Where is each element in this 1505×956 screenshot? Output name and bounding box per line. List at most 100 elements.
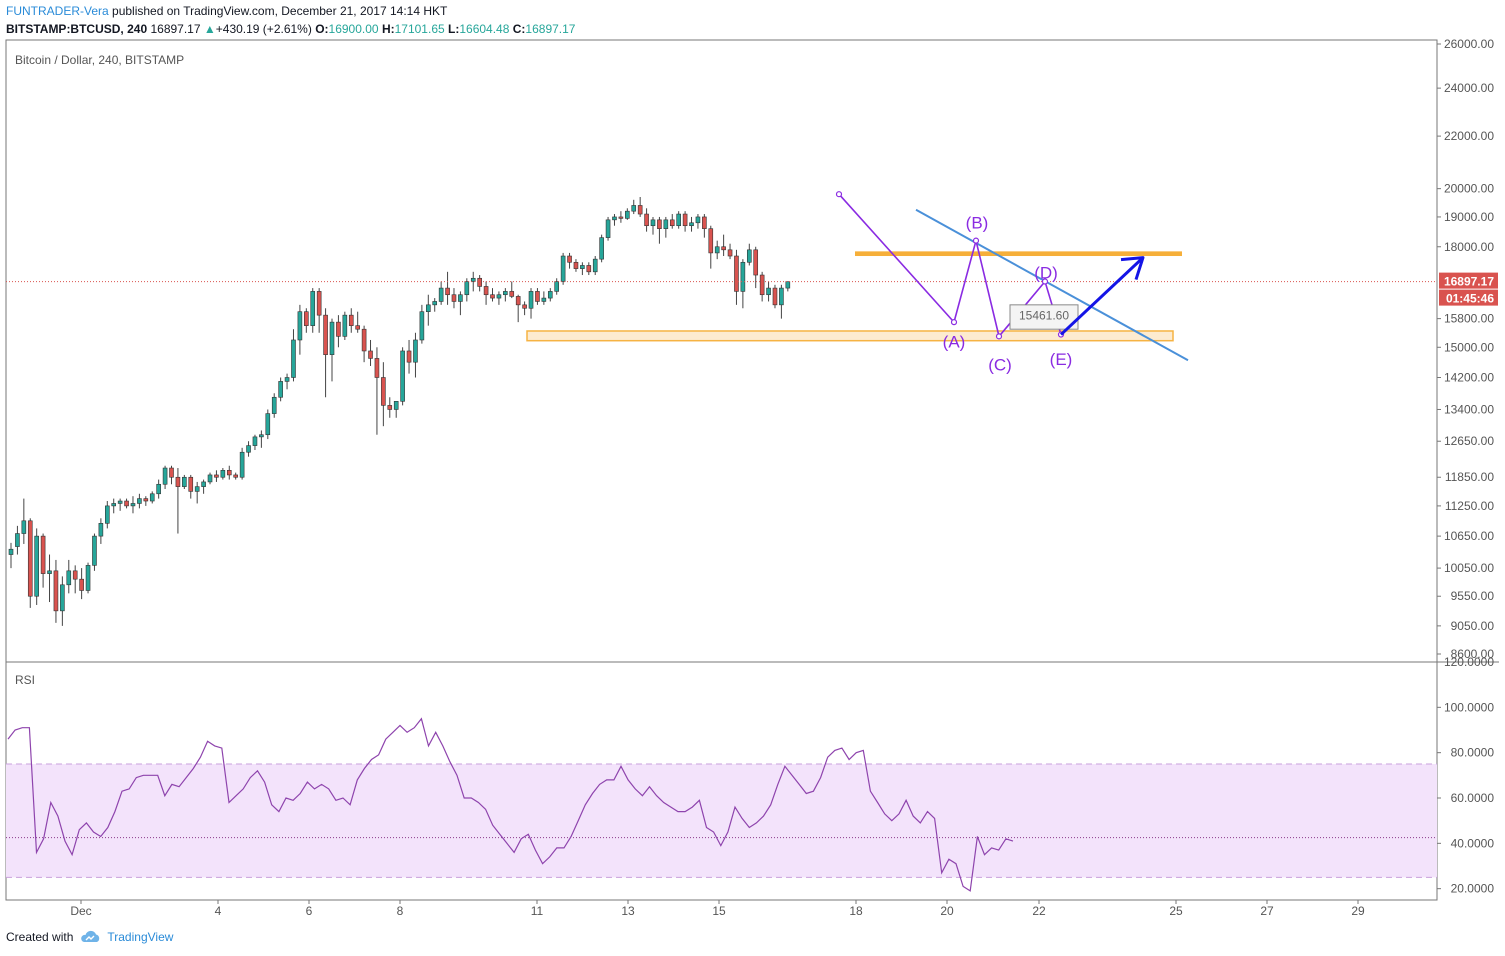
candle[interactable] (214, 474, 219, 478)
resistance-zone[interactable] (855, 251, 1182, 257)
candle[interactable] (323, 314, 328, 355)
candle[interactable] (361, 328, 367, 352)
candle[interactable] (637, 205, 643, 215)
candle[interactable] (105, 505, 110, 524)
candle[interactable] (271, 396, 277, 414)
candle[interactable] (740, 261, 746, 292)
candle[interactable] (541, 297, 547, 302)
candle[interactable] (746, 249, 752, 263)
candle[interactable] (464, 281, 470, 296)
candle[interactable] (592, 258, 598, 273)
candle[interactable] (721, 246, 726, 251)
candle[interactable] (60, 584, 65, 612)
wave-point[interactable] (1041, 278, 1049, 285)
candle[interactable] (368, 350, 373, 359)
candle[interactable] (727, 249, 733, 257)
candle[interactable] (785, 281, 791, 289)
candle[interactable] (528, 291, 534, 309)
candle[interactable] (316, 291, 322, 316)
candle[interactable] (98, 523, 104, 537)
candle[interactable] (490, 294, 495, 299)
candle[interactable] (631, 205, 637, 212)
candle[interactable] (265, 413, 271, 436)
candle[interactable] (27, 520, 33, 597)
candle[interactable] (599, 237, 604, 260)
rsi-line[interactable] (7, 717, 1014, 892)
candle[interactable] (708, 228, 714, 254)
candle[interactable] (259, 434, 264, 438)
candle[interactable] (348, 314, 354, 326)
candle[interactable] (779, 287, 784, 306)
candle[interactable] (580, 265, 585, 269)
candle[interactable] (432, 301, 438, 306)
candle[interactable] (182, 476, 187, 487)
candle[interactable] (381, 377, 386, 406)
candle[interactable] (92, 535, 97, 566)
candle[interactable] (657, 219, 662, 229)
candle[interactable] (8, 548, 14, 555)
candle[interactable] (625, 210, 630, 219)
candle[interactable] (111, 503, 117, 507)
candle[interactable] (188, 476, 194, 492)
candle[interactable] (310, 291, 316, 326)
elliott-wave-path[interactable] (838, 193, 1062, 339)
wave-point[interactable] (835, 191, 843, 198)
candle[interactable] (445, 287, 450, 296)
candle[interactable] (650, 219, 656, 227)
candle[interactable] (15, 533, 20, 547)
candle[interactable] (766, 287, 771, 296)
candle[interactable] (355, 325, 360, 330)
candle[interactable] (451, 294, 457, 302)
candle[interactable] (483, 286, 489, 296)
candle[interactable] (278, 381, 283, 398)
candle[interactable] (252, 436, 258, 446)
candle[interactable] (419, 311, 425, 341)
candle[interactable] (605, 219, 611, 238)
candle[interactable] (470, 277, 476, 282)
candle[interactable] (53, 570, 59, 612)
candle[interactable] (535, 291, 540, 302)
candle[interactable] (496, 294, 502, 299)
candle[interactable] (85, 565, 91, 591)
candle[interactable] (246, 445, 251, 453)
candle[interactable] (374, 358, 380, 378)
trend-line[interactable] (915, 208, 1189, 362)
candle[interactable] (663, 219, 669, 229)
candle[interactable] (124, 500, 129, 507)
candle[interactable] (66, 570, 72, 586)
candle[interactable] (406, 350, 412, 363)
candle[interactable] (644, 213, 649, 227)
candle[interactable] (117, 500, 123, 504)
candle[interactable] (194, 486, 200, 492)
author-link[interactable]: FUNTRADER-Vera (6, 4, 109, 18)
candle[interactable] (329, 321, 335, 355)
candle[interactable] (284, 377, 290, 382)
support-zone[interactable] (526, 330, 1174, 342)
candle[interactable] (573, 261, 579, 269)
candle[interactable] (503, 291, 508, 296)
candle[interactable] (72, 570, 78, 580)
candle[interactable] (21, 520, 27, 534)
candle[interactable] (702, 216, 707, 229)
wave-point[interactable] (950, 319, 958, 326)
candle[interactable] (336, 321, 341, 337)
candle[interactable] (425, 304, 431, 312)
candle[interactable] (477, 277, 482, 287)
candle[interactable] (175, 476, 181, 487)
candle[interactable] (567, 255, 572, 263)
wave-point[interactable] (972, 237, 980, 244)
candle[interactable] (137, 498, 142, 504)
candle[interactable] (560, 255, 566, 282)
wave-point[interactable] (995, 333, 1003, 340)
candle[interactable] (169, 467, 174, 478)
candle[interactable] (233, 474, 238, 478)
candle[interactable] (759, 274, 765, 296)
candle[interactable] (689, 222, 694, 227)
candle[interactable] (515, 296, 521, 306)
candle[interactable] (220, 470, 226, 478)
candle[interactable] (586, 265, 592, 273)
candle[interactable] (393, 401, 399, 410)
candle[interactable] (291, 339, 296, 378)
candle[interactable] (612, 216, 617, 221)
